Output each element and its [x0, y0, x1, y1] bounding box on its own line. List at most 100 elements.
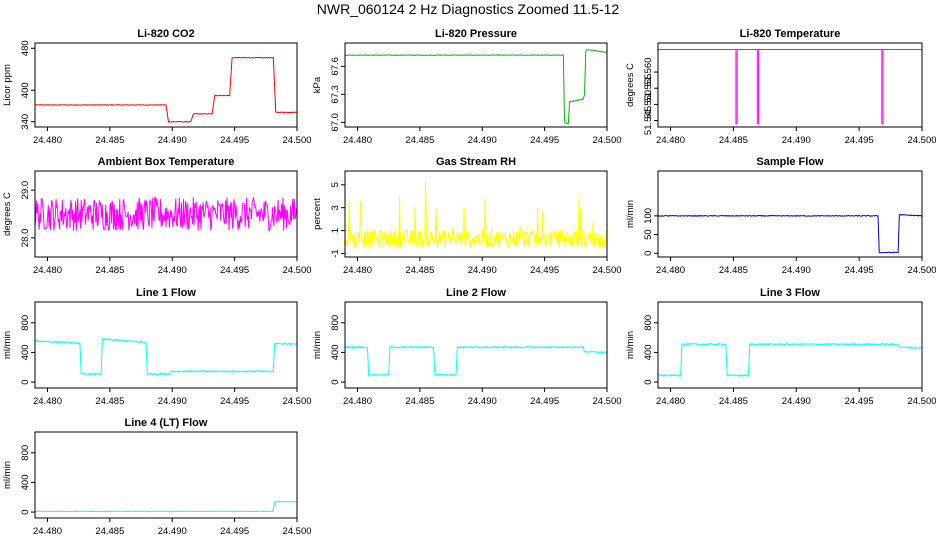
- x-tick-label: 24.480: [33, 526, 62, 537]
- y-tick-label: 67.3: [330, 85, 341, 104]
- chart-title: Ambient Box Temperature: [98, 156, 235, 168]
- chart-title: Line 4 (LT) Flow: [125, 417, 208, 429]
- chart-panel: Li-820 Temperature 24.480 24.485 24.490 24.4…: [625, 28, 936, 146]
- x-tick-label: 24.495: [845, 396, 874, 407]
- y-axis-label: Licor ppm: [2, 64, 13, 106]
- y-tick-label: 0: [643, 251, 654, 256]
- x-tick-label: 24.485: [95, 135, 124, 146]
- x-tick-label: 24.495: [845, 135, 874, 146]
- x-tick-label: 24.480: [33, 135, 62, 146]
- y-tick-label: 400: [20, 474, 31, 490]
- chart-panel: Line 1 Flow 24.480 24.485 24.490 24.495 24.50…: [2, 287, 312, 407]
- chart-panel: Line 2 Flow 24.480 24.485 24.490 24.495 24.50…: [312, 287, 622, 407]
- x-tick-label: 24.485: [95, 265, 124, 276]
- plot-frame: [344, 170, 608, 258]
- plot-frame: [657, 42, 923, 128]
- y-tick-label: 5: [330, 182, 341, 187]
- y-axis-label: ml/min: [625, 200, 636, 228]
- x-tick-label: 24.485: [719, 265, 748, 276]
- x-tick-label: 24.500: [907, 265, 936, 276]
- chart-title: Line 3 Flow: [760, 287, 820, 299]
- x-tick-label: 24.490: [468, 396, 497, 407]
- x-tick-label: 24.490: [158, 396, 187, 407]
- x-tick-label: 24.490: [782, 396, 811, 407]
- x-tick-label: 24.500: [907, 396, 936, 407]
- y-tick-label: 28.0: [20, 229, 31, 248]
- y-tick-label: 50: [643, 229, 654, 240]
- x-tick-label: 24.490: [158, 135, 187, 146]
- y-axis-label: ml/min: [2, 461, 13, 489]
- x-tick-label: 24.500: [282, 265, 311, 276]
- x-tick-label: 24.495: [220, 135, 249, 146]
- chart-panel: Line 3 Flow 24.480 24.485 24.490 24.495 24.50…: [625, 287, 936, 407]
- data-series-line: [658, 342, 922, 378]
- y-tick-label: 480: [20, 40, 31, 56]
- plot-frame: [657, 170, 923, 258]
- chart-panel: Gas Stream RH 24.480 24.485 24.490 24.495 24.…: [312, 156, 622, 276]
- data-series-line: [35, 195, 297, 232]
- x-tick-label: 24.480: [343, 135, 372, 146]
- x-tick-label: 24.480: [343, 265, 372, 276]
- chart-title: Li-820 Temperature: [740, 28, 841, 40]
- plot-frame: [344, 301, 608, 389]
- x-tick-label: 24.485: [405, 135, 434, 146]
- plot-frame: [34, 301, 298, 389]
- x-tick-label: 24.490: [782, 135, 811, 146]
- y-tick-label: 1: [330, 228, 341, 233]
- y-tick-label: 400: [20, 82, 31, 98]
- chart-panel: Li-820 Pressure 24.480 24.485 24.490 24.495 2…: [312, 28, 622, 146]
- y-axis-label: kPa: [312, 76, 323, 93]
- figure-title: NWR_060124 2 Hz Diagnostics Zoomed 11.5-…: [316, 1, 620, 17]
- x-tick-label: 24.485: [95, 396, 124, 407]
- y-tick-label: 0: [643, 379, 654, 384]
- x-tick-label: 24.495: [845, 265, 874, 276]
- x-tick-label: 24.485: [405, 396, 434, 407]
- x-tick-label: 24.490: [782, 265, 811, 276]
- x-tick-label: 24.480: [33, 265, 62, 276]
- data-series-line: [658, 48, 922, 125]
- y-tick-label: 67.0: [330, 113, 341, 132]
- x-tick-label: 24.490: [158, 526, 187, 537]
- x-tick-label: 24.490: [158, 265, 187, 276]
- x-tick-label: 24.495: [530, 396, 559, 407]
- x-tick-label: 24.485: [95, 526, 124, 537]
- x-tick-label: 24.495: [530, 135, 559, 146]
- x-tick-label: 24.500: [282, 396, 311, 407]
- data-series-line: [345, 181, 607, 249]
- data-series-line: [35, 501, 297, 513]
- chart-panel: Li-820 CO2 24.480 24.485 24.490 24.495 24.500…: [2, 28, 312, 146]
- x-tick-label: 24.500: [592, 396, 621, 407]
- y-tick-label: 340: [20, 114, 31, 130]
- y-tick-label: 0: [330, 379, 341, 384]
- y-axis-label: ml/min: [312, 331, 323, 359]
- x-tick-label: 24.480: [656, 265, 685, 276]
- y-tick-label: 800: [20, 315, 31, 331]
- data-series-line: [35, 337, 297, 376]
- x-tick-label: 24.500: [282, 526, 311, 537]
- chart-title: Li-820 CO2: [137, 28, 194, 40]
- x-tick-label: 24.500: [592, 135, 621, 146]
- y-tick-label: -1: [330, 249, 341, 257]
- y-tick-label: 400: [330, 344, 341, 360]
- y-axis-label: ml/min: [2, 331, 13, 359]
- y-axis-label: degrees C: [625, 63, 636, 107]
- y-tick-label: 51.545: [643, 106, 654, 135]
- y-tick-label: 51.555: [643, 74, 654, 103]
- chart-panel: Sample Flow 24.480 24.485 24.490 24.495 24.50…: [625, 156, 936, 276]
- y-tick-label: 29.0: [20, 181, 31, 200]
- y-tick-label: 67.6: [330, 57, 341, 76]
- y-tick-label: 400: [20, 344, 31, 360]
- x-tick-label: 24.480: [33, 396, 62, 407]
- y-axis-label: percent: [312, 198, 323, 230]
- y-tick-label: 3: [330, 205, 341, 210]
- plot-frame: [34, 431, 298, 519]
- x-tick-label: 24.500: [282, 135, 311, 146]
- plot-frame: [34, 42, 298, 128]
- y-tick-label: 400: [643, 344, 654, 360]
- y-tick-label: 800: [20, 445, 31, 461]
- y-tick-label: 800: [330, 315, 341, 331]
- y-tick-label: 51.560: [643, 58, 654, 87]
- x-tick-label: 24.480: [343, 396, 372, 407]
- chart-panel: Line 4 (LT) Flow 24.480 24.485 24.490 24.495…: [2, 417, 312, 537]
